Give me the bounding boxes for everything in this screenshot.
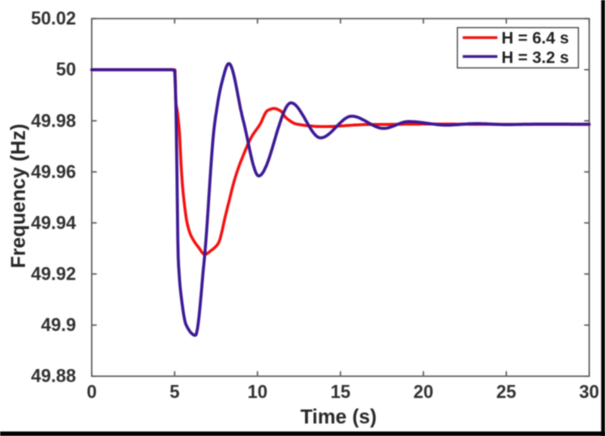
- svg-text:49.88: 49.88: [31, 366, 76, 386]
- svg-text:0: 0: [87, 382, 97, 402]
- svg-text:49.9: 49.9: [41, 315, 76, 335]
- svg-text:5: 5: [170, 382, 180, 402]
- svg-text:H = 6.4 s: H = 6.4 s: [502, 30, 569, 48]
- svg-text:Frequency (Hz): Frequency (Hz): [8, 124, 30, 268]
- svg-text:49.94: 49.94: [31, 213, 76, 233]
- svg-text:H = 3.2 s: H = 3.2 s: [502, 49, 569, 67]
- svg-text:Time (s): Time (s): [300, 407, 376, 429]
- svg-text:49.96: 49.96: [31, 162, 76, 182]
- svg-text:50: 50: [56, 60, 76, 80]
- svg-text:50.02: 50.02: [31, 9, 76, 29]
- svg-text:30: 30: [579, 382, 599, 402]
- svg-text:20: 20: [413, 382, 433, 402]
- svg-text:25: 25: [496, 382, 516, 402]
- svg-text:49.92: 49.92: [31, 264, 76, 284]
- svg-text:49.98: 49.98: [31, 111, 76, 131]
- svg-text:15: 15: [330, 382, 350, 402]
- svg-text:10: 10: [247, 382, 267, 402]
